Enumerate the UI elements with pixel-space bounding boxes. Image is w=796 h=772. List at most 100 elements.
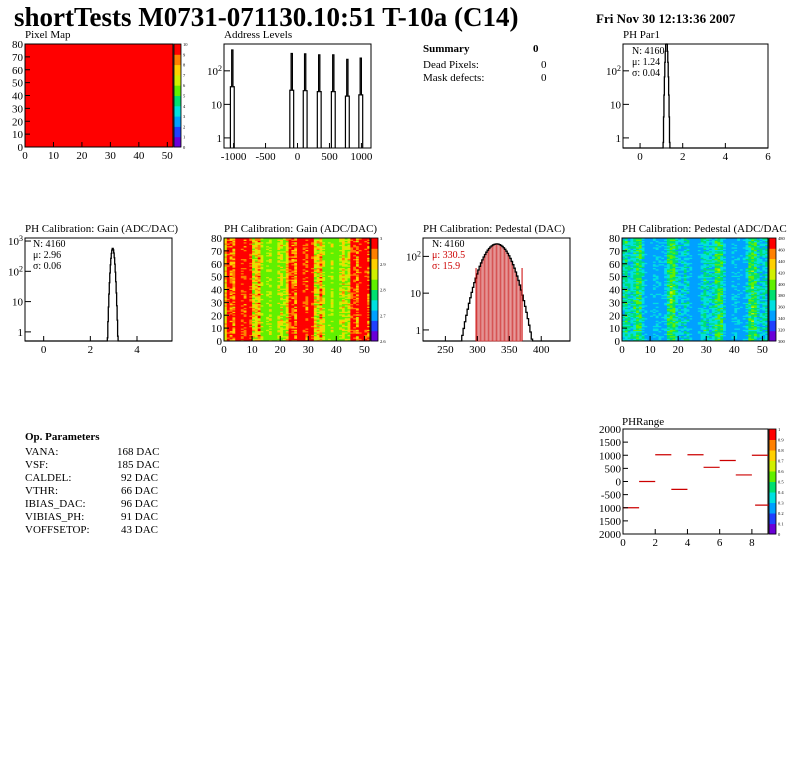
ph-gain-map-cell bbox=[341, 328, 346, 330]
ph-gain-map-cell bbox=[305, 299, 309, 302]
ph-gain-map-cell bbox=[285, 294, 289, 297]
ph-gain-map-cell bbox=[316, 244, 320, 247]
ph-gain-map-cell bbox=[299, 312, 304, 315]
ph-gain-map-cell bbox=[232, 270, 236, 272]
ph-gain-map-cell bbox=[249, 290, 253, 293]
ph-gain-map-cell bbox=[308, 301, 312, 303]
ph-gain-map-cell bbox=[243, 294, 247, 297]
ph-gain-map-cell bbox=[327, 303, 332, 306]
ph-gain-map-cell bbox=[330, 256, 334, 258]
ph-gain-map-cell bbox=[271, 326, 275, 329]
ph-gain-map-cell bbox=[288, 250, 292, 253]
ph-gain-map-cell bbox=[347, 338, 351, 341]
ph-gain-x-tick-label: 2 bbox=[88, 344, 94, 356]
ph-gain-map-cell bbox=[294, 280, 298, 283]
ph-pedestal-map-cell bbox=[675, 337, 679, 339]
ph-pedestal-map-cell bbox=[627, 338, 631, 341]
ph-gain-map-cell bbox=[263, 333, 267, 335]
ph-gain-map-cell bbox=[249, 252, 253, 254]
ph-gain-map-cell bbox=[294, 319, 298, 321]
ph-gain-map-cell bbox=[305, 275, 309, 278]
ph-gain-map-cell bbox=[266, 329, 270, 332]
ph-gain-map-cell bbox=[355, 238, 360, 240]
ph-gain-map-cell bbox=[243, 267, 247, 270]
ph-gain-map-cell bbox=[271, 307, 275, 310]
ph-gain-map-cell bbox=[271, 279, 275, 281]
ph-gain-map-cell bbox=[291, 254, 295, 257]
ph-gain-map-cell bbox=[341, 316, 346, 319]
ph-gain-map-cell bbox=[339, 248, 343, 250]
ph-gain-map-cell bbox=[333, 253, 337, 256]
ph-gain-map-cell bbox=[305, 253, 309, 256]
ph-pedestal-map-cell bbox=[725, 333, 730, 335]
ph-gain-map-cell bbox=[271, 292, 275, 294]
ph-gain-map-cell bbox=[350, 294, 354, 297]
ph-gain-map-cell bbox=[316, 311, 320, 314]
ph-gain-map-cell bbox=[232, 262, 236, 265]
ph-gain-map-cell bbox=[341, 294, 346, 297]
ph-gain-map-cell bbox=[260, 288, 264, 290]
ph-pedestal-map-cell bbox=[658, 334, 662, 337]
ph-pedestal-map-cell bbox=[633, 326, 637, 329]
ph-gain-map-cell bbox=[313, 337, 318, 339]
ph-gain-map-cell bbox=[229, 304, 233, 307]
ph-gain-map-cell bbox=[260, 295, 264, 298]
ph-gain-map-cell bbox=[308, 308, 312, 311]
ph-gain-map-cell bbox=[336, 262, 340, 265]
ph-gain-title: PH Calibration: Gain (ADC/DAC) bbox=[25, 223, 179, 235]
ph-gain-map-cell bbox=[260, 252, 264, 254]
ph-gain-map-palette-cell bbox=[371, 268, 378, 272]
ph-gain-map-cell bbox=[353, 240, 357, 243]
ph-gain-map-cell bbox=[235, 254, 239, 257]
ph-gain-map-cell bbox=[308, 274, 312, 276]
ph-gain-map-cell bbox=[341, 301, 346, 303]
ph-gain-map-cell bbox=[240, 286, 245, 289]
ph-gain-map-cell bbox=[330, 292, 334, 294]
ph-gain-map-cell bbox=[364, 266, 368, 269]
ph-gain-map-cell bbox=[361, 294, 365, 297]
ph-gain-map-cell bbox=[327, 275, 332, 278]
ph-gain-map-cell bbox=[282, 275, 287, 278]
ph-gain-map-cell bbox=[260, 276, 264, 279]
ph-gain-map-cell bbox=[291, 321, 295, 324]
ph-gain-map-cell bbox=[341, 333, 346, 335]
ph-gain-map-cell bbox=[330, 321, 334, 324]
ph-gain-map-cell bbox=[268, 239, 273, 241]
ph-gain-map-cell bbox=[277, 272, 281, 275]
ph-gain-map-cell bbox=[330, 267, 334, 270]
ph-gain-map-cell bbox=[364, 334, 368, 337]
ph-pedestal-map-cell bbox=[720, 331, 724, 334]
ph-gain-map-cell bbox=[353, 297, 357, 299]
ph-gain-map-cell bbox=[297, 271, 301, 274]
ph-gain-map-cell bbox=[229, 250, 233, 253]
ph-gain-map-cell bbox=[333, 331, 337, 334]
ph-pedestal-map-cell bbox=[650, 337, 654, 339]
ph-gain-map-cell bbox=[294, 256, 298, 258]
ph-gain-map-cell bbox=[282, 285, 287, 288]
ph-gain-map-cell bbox=[302, 259, 306, 262]
ph-gain-map-cell bbox=[330, 262, 334, 265]
ph-gain-map-cell bbox=[325, 252, 329, 254]
ph-gain-map-cell bbox=[361, 284, 365, 287]
ph-gain-map-cell bbox=[249, 317, 253, 320]
ph-gain-map-cell bbox=[350, 329, 354, 332]
ph-gain-map-cell bbox=[327, 316, 332, 319]
ph-gain-map-cell bbox=[341, 334, 346, 337]
ph-gain-map-cell bbox=[339, 270, 343, 272]
ph-gain-map-cell bbox=[313, 275, 318, 278]
ph-gain-map-cell bbox=[252, 307, 256, 310]
ph-gain-map-cell bbox=[358, 277, 362, 280]
ph-gain-map-cell bbox=[327, 256, 332, 258]
ph-gain-map-cell bbox=[322, 293, 326, 296]
ph-gain-map-cell bbox=[325, 241, 329, 244]
ph-gain-map-cell bbox=[268, 262, 273, 265]
ph-gain-map-cell bbox=[257, 333, 261, 335]
ph-gain-map-cell bbox=[367, 277, 371, 280]
ph-gain-map-cell bbox=[232, 248, 236, 250]
ph-gain-map-cell bbox=[252, 293, 256, 296]
ph-pedestal-map-cell bbox=[695, 329, 699, 332]
ph-gain-map-cell bbox=[274, 258, 278, 261]
ph-gain-map-cell bbox=[336, 284, 340, 287]
ph-gain-map-cell bbox=[344, 328, 348, 330]
ph-gain-map-cell bbox=[297, 276, 301, 279]
